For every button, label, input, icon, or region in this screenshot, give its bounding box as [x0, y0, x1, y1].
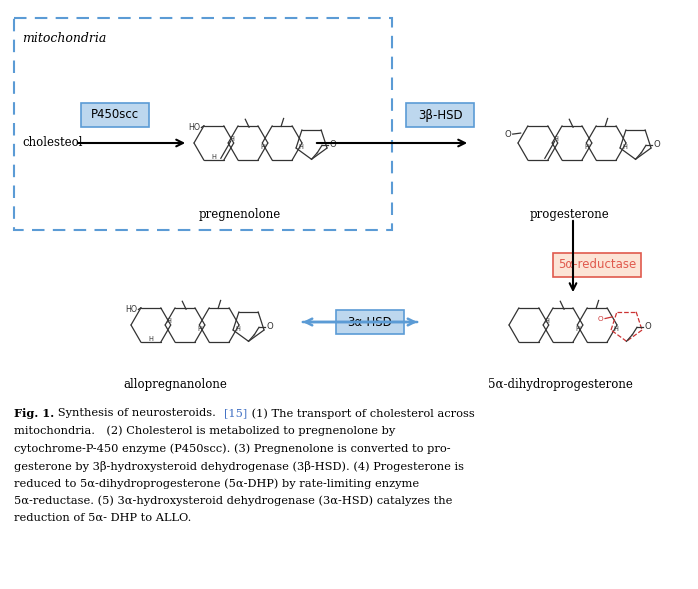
Text: Ĥ: Ĥ: [554, 136, 558, 142]
Text: O: O: [505, 130, 512, 138]
FancyBboxPatch shape: [553, 253, 641, 277]
Text: H: H: [584, 144, 589, 150]
Text: O: O: [267, 322, 273, 331]
Text: O: O: [653, 140, 660, 149]
Text: mitochondria: mitochondria: [22, 32, 106, 45]
Text: O: O: [329, 140, 336, 149]
Text: Synthesis of neurosteroids.: Synthesis of neurosteroids.: [52, 408, 222, 418]
Text: HO: HO: [188, 123, 200, 133]
Text: H: H: [198, 326, 202, 332]
Text: 3β-HSD: 3β-HSD: [417, 108, 462, 121]
FancyBboxPatch shape: [81, 103, 149, 127]
Text: Fig. 1.: Fig. 1.: [14, 408, 54, 419]
Text: H: H: [576, 326, 581, 332]
Text: O: O: [644, 322, 651, 331]
Text: O: O: [597, 316, 603, 322]
Text: H: H: [613, 326, 618, 332]
Text: allopregnanolone: allopregnanolone: [123, 378, 227, 391]
Text: reduced to 5α-dihydroprogesterone (5α-DHP) by rate-limiting enzyme: reduced to 5α-dihydroprogesterone (5α-DH…: [14, 478, 419, 488]
FancyBboxPatch shape: [406, 103, 474, 127]
Text: [15]: [15]: [224, 408, 247, 418]
Text: H: H: [149, 336, 154, 342]
Text: H: H: [235, 326, 240, 332]
Text: 5α-reductase: 5α-reductase: [558, 259, 636, 272]
Text: Ĥ: Ĥ: [544, 318, 549, 324]
Text: Ĥ: Ĥ: [230, 136, 235, 142]
Text: cholesteol: cholesteol: [22, 137, 82, 150]
Text: H: H: [622, 144, 627, 150]
Text: Ĥ: Ĥ: [167, 318, 172, 324]
Text: mitochondria. (2) Cholesterol is metabolized to pregnenolone by: mitochondria. (2) Cholesterol is metabol…: [14, 425, 395, 436]
Text: 5α-dihydroprogesterone: 5α-dihydroprogesterone: [488, 378, 632, 391]
Text: H: H: [260, 144, 265, 150]
Text: pregnenolone: pregnenolone: [199, 208, 281, 221]
Text: gesterone by 3β-hydroxysteroid dehydrogenase (3β-HSD). (4) Progesterone is: gesterone by 3β-hydroxysteroid dehydroge…: [14, 461, 464, 472]
Text: H: H: [211, 154, 216, 160]
FancyBboxPatch shape: [336, 310, 404, 334]
Text: cytochrome-P-450 enzyme (P450scc). (3) Pregnenolone is converted to pro-: cytochrome-P-450 enzyme (P450scc). (3) P…: [14, 443, 451, 454]
Text: 3α-HSD: 3α-HSD: [348, 316, 392, 329]
Text: reduction of 5α- DHP to ALLO.: reduction of 5α- DHP to ALLO.: [14, 513, 191, 523]
Text: H: H: [298, 144, 303, 150]
Text: P450scc: P450scc: [91, 108, 139, 121]
Text: 5α-reductase. (5) 3α-hydroxysteroid dehydrogenase (3α-HSD) catalyzes the: 5α-reductase. (5) 3α-hydroxysteroid dehy…: [14, 495, 452, 506]
Text: progesterone: progesterone: [530, 208, 610, 221]
Text: HO: HO: [125, 305, 138, 315]
Text: (1) The transport of cholesterol across: (1) The transport of cholesterol across: [248, 408, 475, 419]
